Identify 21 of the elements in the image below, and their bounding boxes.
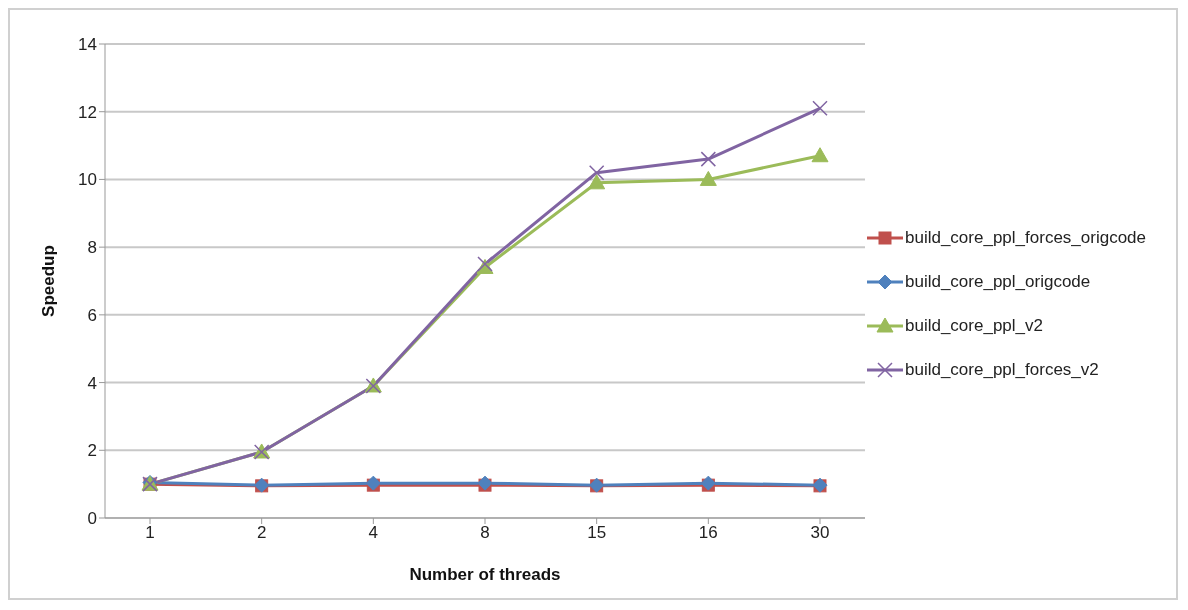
legend-label: build_core_ppl_origcode [905,272,1091,292]
legend-label: build_core_ppl_forces_origcode [905,228,1146,248]
x-tick-label: 2 [256,523,267,543]
y-tick-label: 14 [78,35,97,55]
y-tick-label: 8 [87,238,97,258]
y-tick-label: 12 [78,102,97,122]
y-tick-label: 0 [87,509,97,529]
y-tick-label: 10 [78,170,97,190]
y-tick-label: 2 [87,441,97,461]
x-tick-label: 1 [145,523,155,543]
y-tick-label: 4 [87,373,97,393]
x-tick-label: 8 [480,523,490,543]
legend-label: build_core_ppl_forces_v2 [905,360,1099,380]
y-tick-label: 6 [87,305,97,325]
x-tick-label: 4 [368,523,379,543]
x-tick-label: 15 [587,523,607,543]
x-tick-label: 30 [810,523,830,543]
y-axis-title: Speedup [39,245,59,317]
x-tick-label: 16 [698,523,718,543]
x-axis-title: Number of threads [409,565,561,584]
legend-label: build_core_ppl_v2 [905,316,1043,336]
